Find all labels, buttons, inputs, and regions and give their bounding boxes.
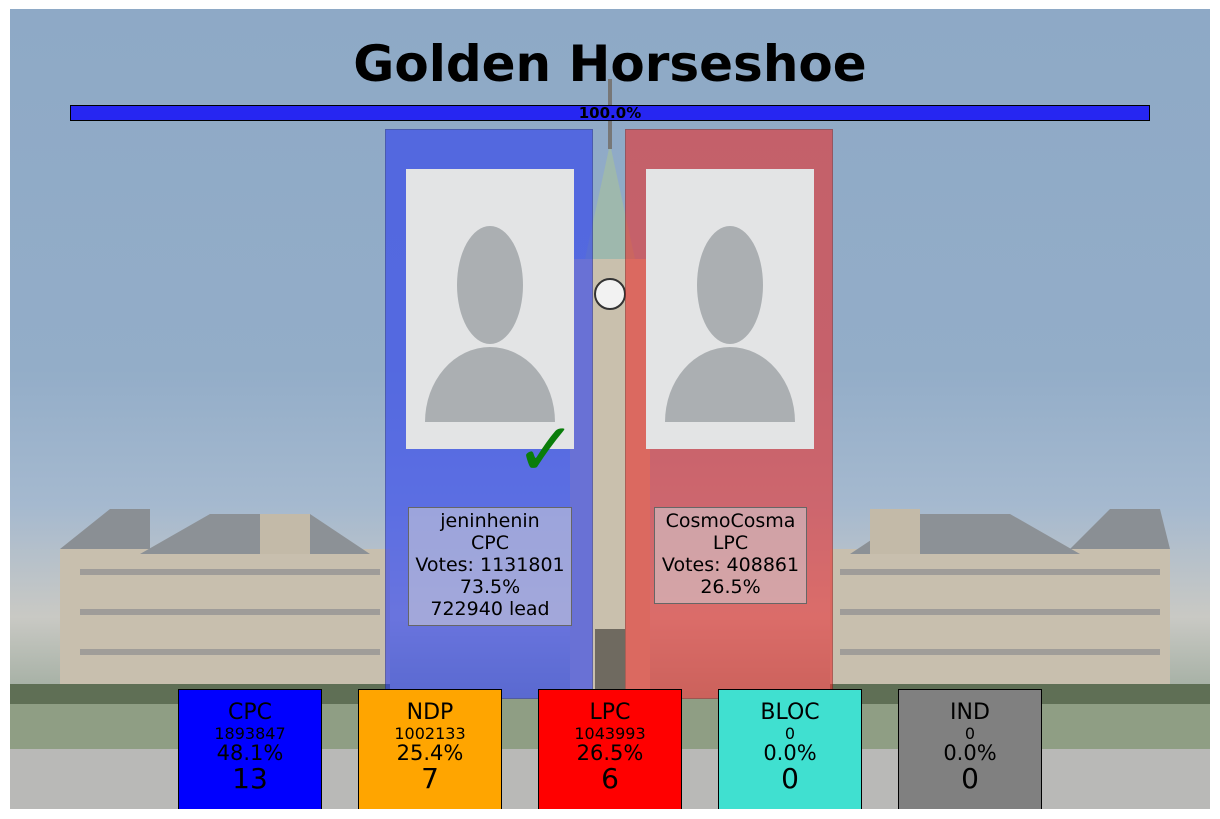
candidate-1-votes: Votes: 1131801 xyxy=(415,554,565,576)
party-votes: 1893847 xyxy=(214,724,286,743)
candidate-1-photo-placeholder xyxy=(406,169,574,449)
reporting-progress-bar: 100.0% xyxy=(70,105,1150,121)
candidate-1-lead: 722940 lead xyxy=(430,598,550,620)
progress-fill xyxy=(71,106,1149,120)
party-seats: 0 xyxy=(781,762,799,795)
party-percent: 26.5% xyxy=(576,741,644,765)
party-box-lpc: LPC 1043993 26.5% 6 xyxy=(538,689,682,809)
progress-label: 100.0% xyxy=(578,104,642,122)
party-box-ndp: NDP 1002133 25.4% 7 xyxy=(358,689,502,809)
party-votes: 0 xyxy=(964,724,976,743)
candidate-1-party: CPC xyxy=(471,532,509,554)
candidate-1-percent: 73.5% xyxy=(459,576,521,598)
candidate-2-party: LPC xyxy=(712,532,749,554)
party-percent: 25.4% xyxy=(396,741,464,765)
party-box-cpc: CPC 1893847 48.1% 13 xyxy=(178,689,322,809)
party-votes: 0 xyxy=(784,724,796,743)
party-name: LPC xyxy=(589,700,631,725)
party-name: CPC xyxy=(228,700,272,725)
party-percent: 48.1% xyxy=(216,741,284,765)
party-percent: 0.0% xyxy=(943,741,997,765)
party-votes: 1002133 xyxy=(394,724,466,743)
candidate-2-votes: Votes: 408861 xyxy=(661,554,800,576)
party-seats: 7 xyxy=(421,762,439,795)
winner-check-icon: ✓ xyxy=(515,407,578,493)
party-seats: 13 xyxy=(232,762,268,795)
party-name: NDP xyxy=(406,700,454,725)
candidate-2-percent: 26.5% xyxy=(700,576,761,598)
party-box-bloc: BLOC 0 0.0% 0 xyxy=(718,689,862,809)
party-seats: 6 xyxy=(601,762,619,795)
results-display: Golden Horseshoe 100.0% ✓ jeninhenin CPC… xyxy=(10,9,1210,809)
party-name: IND xyxy=(950,700,990,725)
race-title: Golden Horseshoe xyxy=(353,35,867,93)
candidate-1-info: jeninhenin CPC Votes: 1131801 73.5% 7229… xyxy=(408,507,572,626)
candidate-2-photo-placeholder xyxy=(646,169,814,449)
candidate-1-name: jeninhenin xyxy=(440,510,540,532)
party-percent: 0.0% xyxy=(763,741,817,765)
party-name: BLOC xyxy=(760,700,820,725)
party-votes: 1043993 xyxy=(574,724,646,743)
party-seats: 0 xyxy=(961,762,979,795)
candidate-2-info: CosmoCosma LPC Votes: 408861 26.5% xyxy=(654,507,807,604)
candidate-2-name: CosmoCosma xyxy=(665,510,796,532)
party-box-ind: IND 0 0.0% 0 xyxy=(898,689,1042,809)
